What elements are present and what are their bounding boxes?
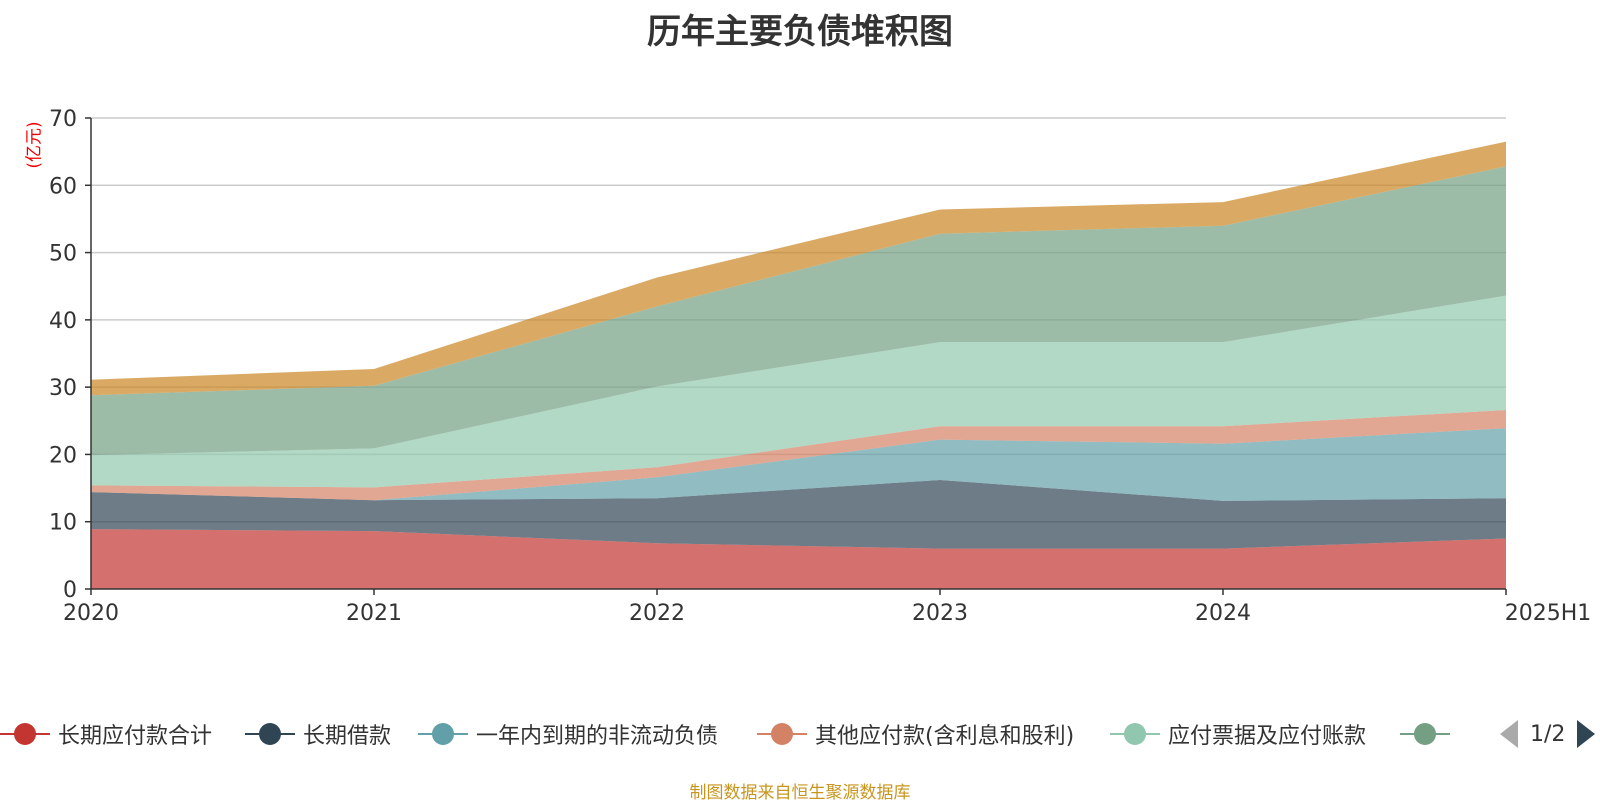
legend-item-unlabeled-series[interactable] (1400, 712, 1458, 756)
y-tick-label: 60 (49, 174, 77, 199)
y-axis-unit-label: (亿元) (24, 121, 45, 169)
legend-label: 一年内到期的非流动负债 (476, 724, 719, 749)
legend: 长期应付款合计 长期借款 一年内到期的非流动负债 其他应付款(含利息和股利) 应… (0, 712, 1600, 756)
legend-marker-icon (1400, 712, 1450, 756)
legend-label: 应付票据及应付账款 (1168, 724, 1367, 749)
pager-next-icon[interactable] (1577, 720, 1596, 748)
x-tick-label: 2022 (629, 601, 685, 626)
y-tick-label: 40 (49, 309, 77, 334)
area-series (91, 141, 1506, 589)
series-area (91, 428, 1506, 501)
series-area (91, 480, 1506, 549)
series-area (91, 295, 1506, 488)
series-area (91, 529, 1506, 589)
legend-marker-icon (1110, 712, 1160, 756)
x-tick-label: 2023 (912, 601, 968, 626)
legend-label: 其他应付款(含利息和股利) (815, 724, 1075, 749)
y-tick-label: 70 (49, 107, 77, 132)
legend-label: 长期应付款合计 (58, 724, 213, 749)
legend-pager: 1/2 (1500, 712, 1596, 756)
data-source-note: 制图数据来自恒生聚源数据库 (689, 783, 911, 803)
y-tick-label: 20 (49, 443, 77, 468)
pager-prev-icon[interactable] (1500, 720, 1518, 748)
y-tick-label: 30 (49, 376, 77, 401)
legend-item-current-noncurrent-liabilities[interactable]: 一年内到期的非流动负债 (418, 712, 718, 756)
legend-item-long-term-loans[interactable]: 长期借款 (245, 712, 391, 756)
series-area (91, 141, 1506, 396)
x-tick-label: 2021 (346, 601, 402, 626)
legend-item-notes-accounts-payable[interactable]: 应付票据及应付账款 (1110, 712, 1366, 756)
legend-marker-icon (0, 712, 50, 756)
stacked-area-chart: 0 10 20 30 40 50 60 70 2020 2021 2022 2023 2024 2025H… (49, 107, 1591, 626)
series-area (91, 410, 1506, 501)
y-tick-label: 50 (49, 242, 77, 267)
legend-marker-icon (245, 712, 295, 756)
legend-item-long-term-payables[interactable]: 长期应付款合计 (0, 712, 212, 756)
x-tick-label: 2024 (1195, 601, 1251, 626)
legend-marker-icon (418, 712, 468, 756)
legend-item-other-payables[interactable]: 其他应付款(含利息和股利) (757, 712, 1074, 756)
legend-label: 长期借款 (303, 724, 392, 749)
y-tick-label: 0 (63, 578, 77, 603)
legend-marker-icon (757, 712, 807, 756)
pager-page-indicator: 1/2 (1530, 721, 1566, 747)
chart-title: 历年主要负债堆积图 (647, 12, 953, 52)
tick-labels: 0 10 20 30 40 50 60 70 2020 2021 2022 2023 2024 2025H… (49, 107, 1591, 626)
axes (85, 117, 1507, 595)
x-tick-label: 2025H1 (1505, 601, 1592, 626)
series-area (91, 166, 1506, 456)
x-tick-label: 2020 (63, 601, 119, 626)
y-tick-label: 10 (49, 511, 77, 536)
